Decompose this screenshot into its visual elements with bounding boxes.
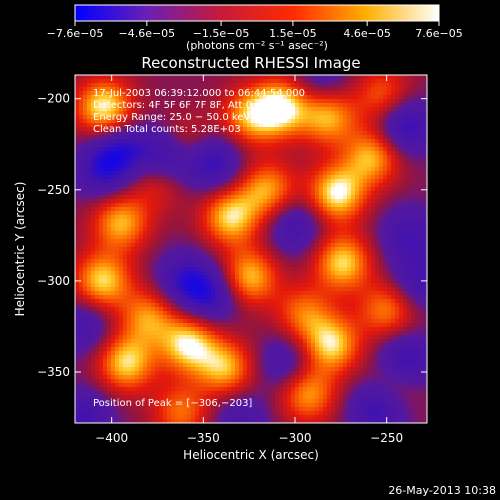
x-tick-label: −250 [370,431,403,445]
heatmap-image [75,75,427,423]
peak-position-annotation: Position of Peak = [−306,−203] [93,398,252,409]
y-tick-label: −250 [37,183,70,197]
colorbar-tick-label: −1.5e−05 [193,27,250,40]
y-tick-label: −300 [37,274,70,288]
colorbar [74,4,440,22]
colorbar-unit-label: (photons cm⁻² s⁻¹ asec⁻²) [186,39,328,52]
y-tick-label: −200 [37,92,70,106]
colorbar-tick-label: −7.6e−05 [47,27,104,40]
colorbar-tick-label: −4.6e−05 [118,27,175,40]
x-tick-label: −400 [95,431,128,445]
colorbar-tick-label: 1.5e−05 [269,27,316,40]
method-counts-annotation: Clean Total counts: 5.28E+03 [93,124,241,135]
footer-timestamp: 26-May-2013 10:38 [388,484,496,497]
time-range-annotation: 17-Jul-2003 06:39:12.000 to 06:44:54.000 [93,88,305,99]
x-axis-label: Heliocentric X (arcsec) [183,448,319,462]
chart-title: Reconstructed RHESSI Image [141,54,360,72]
y-tick-label: −350 [37,365,70,379]
y-axis-ticks: −200 −250 −300 −350 [37,92,427,379]
colorbar-tick-label: 4.6e−05 [343,27,390,40]
colorbar-ticks: −7.6e−05 −4.6e−05 −1.5e−05 1.5e−05 4.6e−05 7.… [47,21,463,40]
energy-range-annotation: Energy Range: 25.0 − 50.0 keV [93,112,250,123]
x-tick-label: −350 [187,431,220,445]
y-axis-label: Heliocentric Y (arcsec) [13,182,27,317]
x-axis-ticks: −400 −350 −300 −250 [95,75,403,445]
colorbar-tick-label: 7.6e−05 [415,27,462,40]
plot-frame [74,74,428,424]
x-tick-label: −300 [279,431,312,445]
detectors-annotation: Detectors: 4F 5F 6F 7F 8F, Att 0 [93,100,252,111]
